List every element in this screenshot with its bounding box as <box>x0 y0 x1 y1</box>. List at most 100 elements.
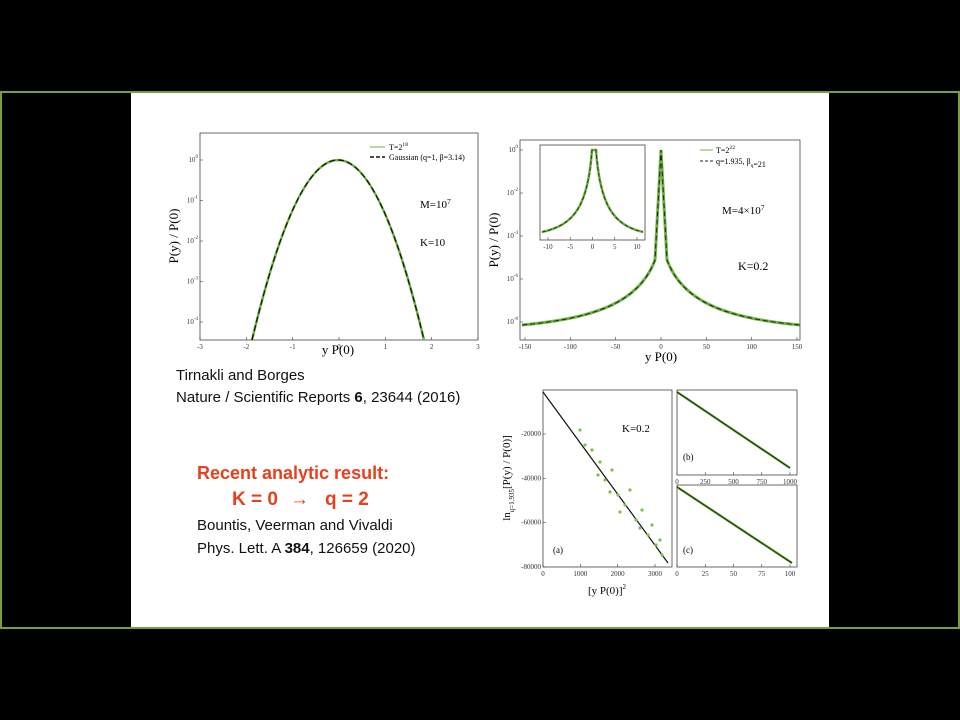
text: T=2 <box>716 146 729 155</box>
text: M=4×10 <box>722 205 761 217</box>
y-tick-label: 10-6 <box>507 274 519 283</box>
y-tick-label: -20000 <box>521 430 541 438</box>
text: 10 <box>189 156 197 164</box>
annotation: K=10 <box>420 237 446 249</box>
y-axis-label: P(y) / P(0) <box>486 213 501 268</box>
legend-entry: T=222 <box>716 145 735 155</box>
x-tick-label: -1 <box>290 343 296 351</box>
text: q=1.935, β <box>716 157 751 166</box>
x-tick-label: 0 <box>591 243 595 251</box>
citation-authors: Tirnakli and Borges <box>176 367 305 384</box>
x-axis-label: y P(0) <box>645 349 677 364</box>
x-tick-label: 500 <box>728 478 739 486</box>
text: =21 <box>753 160 766 169</box>
x-tick-label: -10 <box>543 243 553 251</box>
x-tick-label: -3 <box>197 343 203 351</box>
superscript: 0 <box>196 155 199 160</box>
x-tick-label: 25 <box>702 570 710 578</box>
x-tick-label: 0 <box>659 343 663 351</box>
legend-entry: T=218 <box>389 142 408 152</box>
x-tick-label: 0 <box>541 570 545 578</box>
text: 10 <box>187 197 195 205</box>
y-axis-label: lnq=1.935[P(y) / P(0)] <box>501 435 516 521</box>
label: ln <box>501 512 513 521</box>
x-axis-label: y P(0) <box>322 342 354 357</box>
journal: Phys. Lett. A <box>197 540 285 557</box>
volume: 384 <box>285 540 311 557</box>
result-arrow: → <box>290 489 309 510</box>
text: K=0.2 <box>738 259 768 273</box>
y-tick-label: 10-8 <box>507 317 519 326</box>
x-tick-label: 50 <box>730 570 738 578</box>
x-tick-label: 0 <box>675 478 679 486</box>
x-tick-label: 50 <box>703 343 711 351</box>
y-tick-label: 10-4 <box>187 317 199 326</box>
text: 10 <box>187 237 195 245</box>
sup: 2 <box>623 583 627 591</box>
superscript: 0 <box>516 145 519 150</box>
y-axis-label: P(y) / P(0) <box>166 209 181 264</box>
sub: q=1.935 <box>508 489 516 513</box>
x-tick-label: 10 <box>634 243 642 251</box>
label: [y P(0)] <box>588 585 623 597</box>
superscript: 18 <box>402 142 408 148</box>
text: 10 <box>187 318 195 326</box>
volume: 6 <box>354 389 362 406</box>
x-tick-label: 150 <box>792 343 803 351</box>
y-tick-label: 100 <box>189 155 199 164</box>
x-tick-label: 0 <box>337 343 341 351</box>
text: Gaussian (q=1, β=3.14) <box>389 153 465 162</box>
x-axis-label: [y P(0)]2 <box>588 583 627 597</box>
text: 10 <box>507 318 515 326</box>
y-tick-label: 10-1 <box>187 196 199 205</box>
x-tick-label: 100 <box>785 570 796 578</box>
legend-entry: q=1.935, βq=21 <box>716 157 766 169</box>
superscript: q <box>751 163 754 169</box>
y-tick-label: -80000 <box>521 563 541 571</box>
x-tick-label: 0 <box>675 570 679 578</box>
text: 10 <box>507 232 515 240</box>
y-tick-label: 100 <box>509 145 519 154</box>
pages-year: , 23644 (2016) <box>363 389 461 406</box>
text: 10 <box>509 146 517 154</box>
text: K=0.2 <box>622 423 650 435</box>
x-tick-label: -5 <box>567 243 573 251</box>
text: 10 <box>507 275 515 283</box>
citation-source: Nature / Scientific Reports 6, 23644 (20… <box>176 389 460 406</box>
y-tick-label: -40000 <box>521 474 541 482</box>
slide <box>131 93 829 627</box>
text: 10 <box>507 189 515 197</box>
x-tick-label: 250 <box>700 478 711 486</box>
journal: Nature / Scientific Reports <box>176 389 354 406</box>
annotation: K=0.2 <box>738 259 768 273</box>
annotation: M=4×107 <box>722 203 765 217</box>
pages-year: , 126659 (2020) <box>310 540 416 557</box>
y-tick-label: 10-4 <box>507 231 519 240</box>
superscript: 22 <box>729 145 735 151</box>
label-rest: [P(y) / P(0)] <box>501 435 513 489</box>
panel-label: (a) <box>553 545 563 555</box>
superscript: -4 <box>194 317 199 322</box>
superscript: -4 <box>514 231 519 236</box>
result-statement: K = 0 → q = 2 <box>232 489 369 510</box>
x-tick-label: 75 <box>758 570 766 578</box>
text: 10 <box>187 278 195 286</box>
result-rhs: q = 2 <box>325 489 369 510</box>
plot-2 <box>519 139 801 341</box>
superscript: -8 <box>514 317 519 322</box>
x-tick-label: 3000 <box>648 570 663 578</box>
text: T=2 <box>389 143 402 152</box>
superscript: -6 <box>514 274 519 279</box>
result-heading: Recent analytic result: <box>197 463 389 483</box>
result-lhs: K = 0 <box>232 489 278 510</box>
frame-border <box>0 91 960 629</box>
superscript: -1 <box>194 196 199 201</box>
y-tick-label: -60000 <box>521 519 541 527</box>
x-tick-label: -50 <box>611 343 621 351</box>
x-tick-label: -100 <box>564 343 577 351</box>
superscript: -3 <box>194 277 199 282</box>
panel-label: (b) <box>683 452 694 462</box>
x-tick-label: 3 <box>476 343 480 351</box>
text: K=10 <box>420 237 446 249</box>
